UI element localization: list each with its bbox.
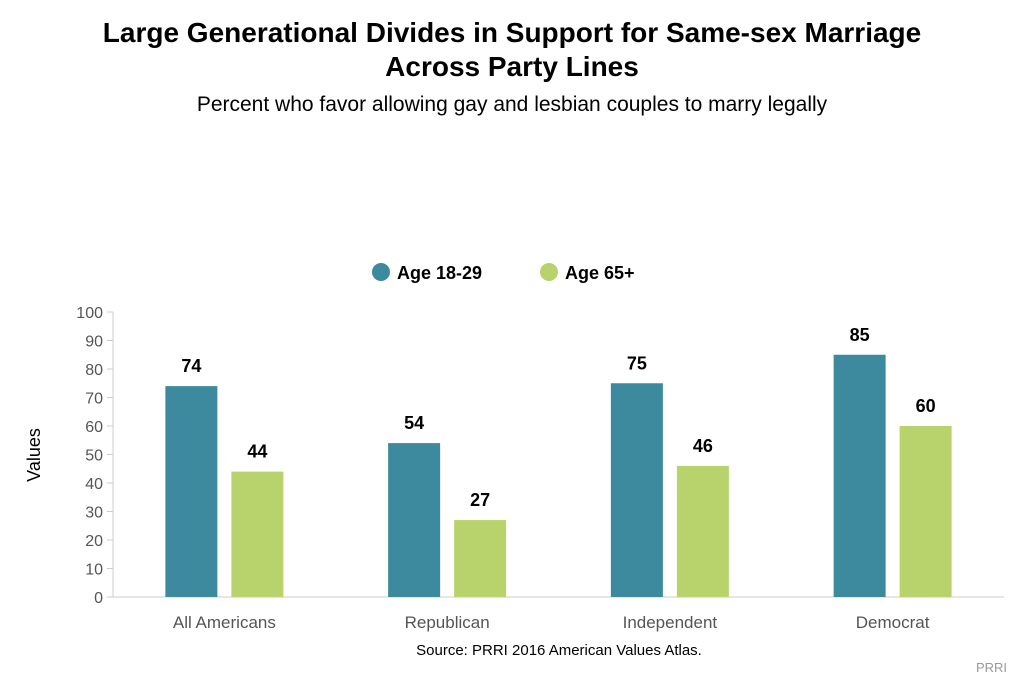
- bar-republican-age-18-29[interactable]: [388, 443, 441, 597]
- y-tick-label: 90: [85, 334, 103, 351]
- chart-title-line-2: Across Party Lines: [385, 51, 639, 82]
- data-label-republican-age-65-plus: 27: [470, 490, 490, 510]
- data-labels: 74 44 54 27 75 46 85 60: [181, 325, 935, 510]
- credit-text: PRRI: [976, 660, 1007, 675]
- data-label-democrat-age-18-29: 85: [850, 325, 870, 345]
- data-label-republican-age-18-29: 54: [404, 413, 424, 433]
- y-tick-label: 70: [85, 391, 103, 408]
- data-label-all-americans-age-18-29: 74: [181, 356, 201, 376]
- source-note: Source: PRRI 2016 American Values Atlas.: [416, 642, 702, 659]
- x-tick-label-all-americans: All Americans: [173, 613, 276, 632]
- y-tick-label: 50: [85, 448, 103, 465]
- legend-label-age-18-29[interactable]: Age 18-29: [397, 263, 482, 283]
- bar-democrat-age-18-29[interactable]: [833, 354, 886, 597]
- legend: Age 18-29 Age 65+: [372, 263, 635, 283]
- bar-independent-age-18-29[interactable]: [610, 383, 663, 597]
- legend-marker-age-65-plus[interactable]: [540, 263, 558, 281]
- data-label-independent-age-65-plus: 46: [693, 436, 713, 456]
- axes: 0 10 20 30 40 50 60 70 80 90 100 All Americans Repub…: [76, 305, 1004, 632]
- y-tick-label: 0: [94, 590, 103, 607]
- y-tick-label: 10: [85, 562, 103, 579]
- y-tick-label: 30: [85, 505, 103, 522]
- x-tick-label-independent: Independent: [623, 613, 718, 632]
- x-tick-label-democrat: Democrat: [856, 613, 930, 632]
- x-tick-label-republican: Republican: [405, 613, 490, 632]
- chart-title-line-1: Large Generational Divides in Support fo…: [102, 17, 922, 48]
- y-tick-label: 40: [85, 476, 103, 493]
- bar-all-americans-age-65-plus[interactable]: [231, 471, 284, 597]
- y-tick-label: 20: [85, 533, 103, 550]
- bar-all-americans-age-18-29[interactable]: [165, 386, 218, 597]
- bar-republican-age-65-plus[interactable]: [454, 520, 507, 597]
- legend-marker-age-18-29[interactable]: [372, 263, 390, 281]
- bar-democrat-age-65-plus[interactable]: [899, 426, 952, 597]
- y-tick-label: 60: [85, 419, 103, 436]
- data-label-democrat-age-65-plus: 60: [916, 396, 936, 416]
- chart-subtitle: Percent who favor allowing gay and lesbi…: [196, 93, 828, 116]
- y-tick-label: 80: [85, 362, 103, 379]
- legend-label-age-65-plus[interactable]: Age 65+: [565, 263, 635, 283]
- data-label-all-americans-age-65-plus: 44: [247, 442, 267, 462]
- data-label-independent-age-18-29: 75: [627, 353, 647, 373]
- bar-independent-age-65-plus[interactable]: [676, 465, 729, 597]
- bars: [165, 354, 952, 597]
- y-axis-title: Values: [24, 428, 44, 482]
- y-tick-label: 100: [76, 305, 103, 322]
